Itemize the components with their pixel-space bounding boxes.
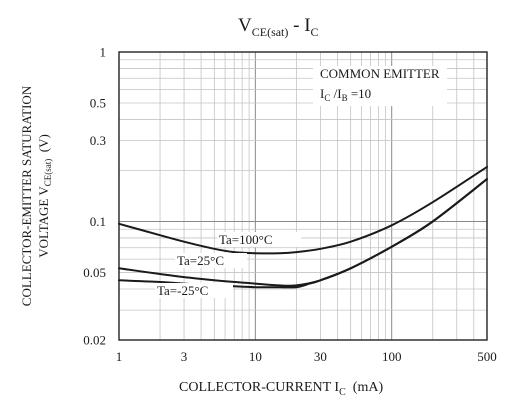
series: [118, 165, 488, 289]
series-label-ta-100c: Ta=100°C: [219, 232, 273, 247]
y-axis-label: COLLECTOR-EMITTER SATURATION VOLTAGE VCE…: [19, 85, 53, 306]
y-tick-label: 0.3: [90, 133, 106, 148]
label-bg-25: [175, 253, 247, 268]
x-tick-label: 1: [116, 349, 123, 364]
series-line-ta-25c: [118, 178, 488, 287]
y-tick-label: 0.02: [83, 333, 106, 348]
x-tick-label: 30: [314, 349, 327, 364]
plot-frame: [118, 51, 488, 341]
y-axis-label-line1: COLLECTOR-EMITTER SATURATION: [19, 85, 34, 306]
y-axis-label-voltage: VOLTAGE V: [36, 186, 51, 258]
y-tick-label: 0.05: [83, 265, 106, 280]
label-bg-minus-25: [155, 283, 233, 298]
annotation-background: [313, 66, 447, 106]
label-bg-100: [217, 232, 301, 247]
y-tick-label: 1: [100, 45, 107, 60]
series-label-ta-minus-25c: Ta=-25°C: [157, 283, 208, 298]
series-label-ta-25c: Ta=25°C: [177, 253, 224, 268]
chart-title: VCE(sat) - IC: [238, 15, 319, 39]
title-i: I: [304, 15, 310, 36]
y-tick-label: 0.1: [90, 214, 106, 229]
x-axis-ticks: 1 3 10 30 100 500: [116, 349, 497, 364]
y-tick-label: 0.5: [90, 96, 106, 111]
annotation-ratio: IC /IB =10: [320, 86, 371, 103]
series-line-ta-minus-25c: [118, 178, 488, 289]
y-axis-ticks: 1 0.5 0.3 0.1 0.05 0.02: [83, 45, 106, 348]
annotation-ib-subscript: B: [342, 93, 348, 103]
y-axis-label-subscript: CE(sat): [43, 159, 53, 187]
annotation-ic-subscript: C: [324, 93, 330, 103]
series-line-ta-100c: [118, 165, 488, 255]
x-tick-label: 3: [181, 349, 188, 364]
title-v: V: [238, 15, 252, 36]
annotation-ratio-value: =10: [348, 86, 372, 101]
x-tick-label: 500: [477, 349, 497, 364]
y-axis-label-line2: VOLTAGE VCE(sat) (V): [36, 134, 53, 258]
x-tick-label: 100: [382, 349, 402, 364]
x-axis-label-unit: (mA): [346, 380, 384, 395]
title-separator: -: [288, 15, 304, 36]
y-axis-label-unit: (V): [36, 134, 51, 159]
annotation-ic: I: [320, 86, 324, 101]
title-v-subscript: CE(sat): [252, 25, 289, 39]
x-axis-label: COLLECTOR-CURRENT IC (mA): [179, 380, 383, 398]
annotation-ib: /I: [330, 86, 341, 101]
annotation-common-emitter: COMMON EMITTER: [320, 66, 440, 81]
x-axis-label-subscript: C: [339, 387, 346, 398]
title-i-subscript: C: [311, 25, 319, 39]
x-axis-label-text: COLLECTOR-CURRENT I: [179, 380, 339, 395]
x-tick-label: 10: [249, 349, 262, 364]
